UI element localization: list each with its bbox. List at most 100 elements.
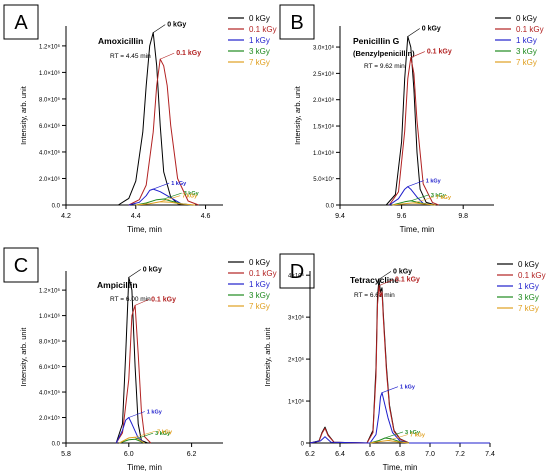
y-tick-label: 1.2×10⁶ [39, 288, 61, 295]
legend-label: 0 kGy [249, 14, 270, 23]
y-tick-label: 0.0 [326, 204, 335, 210]
y-tick-label: 1.2×10⁶ [39, 43, 61, 50]
legend-label: 7 kGy [518, 304, 539, 313]
legend-label: 3 kGy [249, 291, 270, 300]
peak-label: 7 kGy [182, 194, 198, 200]
peak-label: 7 kGy [157, 429, 173, 435]
peak-leader [129, 269, 141, 277]
y-tick-label: 8.0×10⁶ [39, 96, 61, 103]
y-tick-label: 0.0 [52, 204, 61, 210]
x-tick-label: 5.8 [61, 451, 71, 458]
chart-title: Amoxicillin [98, 36, 143, 46]
series-line-0-1-kGy [129, 59, 199, 205]
chart-subtitle: RT = 4.45 min [110, 53, 151, 60]
peak-label: 0 kGy [167, 22, 186, 29]
x-tick-label: 6.2 [305, 451, 315, 458]
peak-leader [382, 387, 398, 393]
peak-label: 1 kGy [400, 385, 416, 391]
panel-letter: A [14, 12, 28, 34]
peak-leader [408, 29, 420, 37]
legend-label: 0 kGy [516, 14, 537, 23]
y-tick-label: 1.5×10⁸ [313, 124, 335, 131]
panel-d: D 6.2 6.4 6.6 6.8 7.0 7.2 7.4 0 1×10⁶ 2×10⁶ 3×10⁶ 4×… [263, 254, 546, 472]
peak-label: 1 kGy [426, 179, 442, 185]
peak-leader [135, 431, 155, 437]
panel-letter: B [290, 12, 303, 34]
y-axis-label: Intensity, arb. unit [19, 85, 28, 145]
legend-label: 0.1 kGy [516, 25, 544, 34]
peak-label: 1 kGy [147, 410, 163, 416]
legend-label: 0.1 kGy [518, 271, 546, 280]
y-tick-label: 1.0×10⁶ [39, 70, 61, 77]
peak-label: 7 kGy [410, 432, 426, 438]
x-tick-label: 6.2 [187, 451, 197, 458]
x-tick-label: 7.4 [485, 451, 495, 458]
y-tick-label: 2×10⁶ [288, 357, 305, 364]
series-line-1-kGy [310, 393, 490, 443]
x-tick-label: 7.2 [455, 451, 465, 458]
chart-subtitle-2: RT = 9.62 min [364, 63, 405, 70]
x-tick-label: 7.0 [425, 451, 435, 458]
peak-label: 0 kGy [143, 266, 162, 273]
y-tick-label: 8.0×10⁵ [39, 339, 61, 346]
peak-label: 0.1 kGy [176, 50, 201, 57]
x-tick-label: 4.2 [61, 213, 71, 220]
x-tick-label: 6.0 [124, 451, 134, 458]
y-tick-label: 2.0×10⁸ [313, 97, 335, 104]
panel-a: A4.2 4.4 4.60.02.0×10⁶4.0×10⁶6.0×10⁶8.0×10… [4, 5, 277, 234]
legend-label: 1 kGy [518, 282, 539, 291]
legend-label: 3 kGy [249, 47, 270, 56]
x-tick-label: 9.6 [397, 213, 407, 220]
y-tick-label: 1×10⁶ [288, 399, 305, 406]
peak-leader [153, 183, 169, 189]
y-axis-label: Intensity, arb. unit [19, 327, 28, 387]
y-tick-label: 1.0×10⁶ [39, 313, 61, 320]
legend-label: 0.1 kGy [249, 25, 277, 34]
y-tick-label: 3.0×10⁸ [313, 45, 335, 52]
y-axis-label: Intensity, arb. unit [293, 85, 302, 145]
y-tick-label: 4.0×10⁵ [39, 390, 61, 397]
panel-c: C5.8 6.0 6.20.02.0×10⁵4.0×10⁵6.0×10⁵8.0×10… [4, 248, 277, 472]
peak-leader [153, 25, 165, 33]
legend-label: 0.1 kGy [249, 269, 277, 278]
y-tick-label: 5.0×10⁷ [313, 176, 334, 183]
y-tick-label: 2.0×10⁶ [39, 176, 61, 183]
legend-label: 0 kGy [518, 260, 539, 269]
x-tick-label: 6.6 [365, 451, 375, 458]
x-tick-label: 9.8 [458, 213, 468, 220]
x-tick-label: 9.4 [335, 213, 345, 220]
legend-label: 3 kGy [518, 293, 539, 302]
x-tick-label: 6.8 [395, 451, 405, 458]
chart-subtitle: RT = 6.00 min [110, 296, 151, 303]
panel-b: B 9.4 9.6 9.8 0.0 5.0×10⁷ 1.0×10⁸ 1.5×10⁸ 2.0×10… [280, 5, 544, 234]
x-tick-label: 6.4 [335, 451, 345, 458]
peak-label: 1 kGy [171, 181, 187, 187]
legend-label: 1 kGy [249, 36, 270, 45]
legend-label: 1 kGy [249, 280, 270, 289]
peak-leader [160, 53, 174, 59]
y-tick-label: 6.0×10⁶ [39, 123, 61, 130]
x-tick-label: 4.6 [201, 213, 211, 220]
peak-label: 0.1 kGy [427, 49, 452, 56]
legend-label: 1 kGy [516, 36, 537, 45]
y-tick-label: 0 [301, 442, 305, 448]
chart-title: Penicillin G [353, 36, 400, 46]
x-axis-label: Time, min [127, 463, 162, 472]
peak-label: 0 kGy [393, 268, 412, 275]
x-axis-label: Time, min [127, 225, 162, 234]
peak-label: 0.1 kGy [395, 277, 420, 284]
series-line-0-1-kGy [310, 286, 490, 443]
chart-subtitle: RT = 6.68 min [354, 292, 395, 299]
legend-label: 7 kGy [249, 302, 270, 311]
peak-label: 0 kGy [422, 26, 441, 33]
x-axis-label: Time, min [383, 463, 418, 472]
y-tick-label: 4×10⁶ [288, 273, 305, 280]
peak-leader [408, 181, 424, 187]
legend-label: 3 kGy [516, 47, 537, 56]
y-tick-label: 2.5×10⁸ [313, 71, 335, 78]
y-tick-label: 1.0×10⁸ [313, 150, 335, 157]
y-tick-label: 6.0×10⁵ [39, 364, 61, 371]
y-tick-label: 2.0×10⁵ [39, 415, 61, 422]
y-axis-label: Intensity, arb. unit [263, 327, 272, 387]
